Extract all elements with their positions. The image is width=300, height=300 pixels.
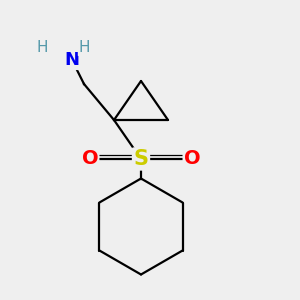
Text: N: N [64, 51, 80, 69]
Text: H: H [78, 40, 90, 56]
Text: O: O [82, 149, 98, 169]
Text: H: H [36, 40, 48, 56]
Text: O: O [184, 149, 200, 169]
Text: S: S [134, 149, 148, 169]
